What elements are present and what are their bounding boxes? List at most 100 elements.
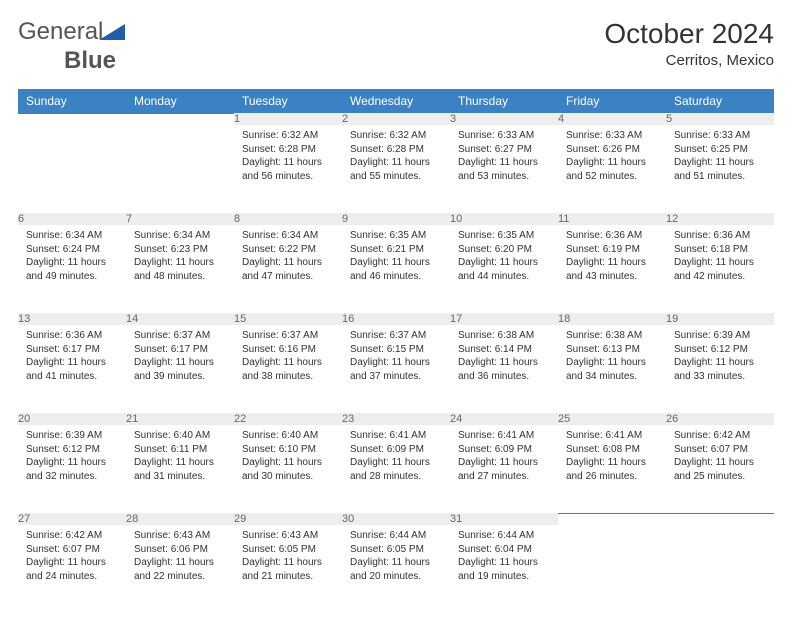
- sunset-line: Sunset: 6:28 PM: [350, 143, 442, 157]
- sunset-line: Sunset: 6:12 PM: [26, 443, 118, 457]
- day-number: 14: [126, 313, 234, 325]
- day-content: Sunrise: 6:36 AMSunset: 6:18 PMDaylight:…: [666, 225, 774, 291]
- sunrise-line: Sunrise: 6:32 AM: [350, 129, 442, 143]
- day-number: 29: [234, 513, 342, 525]
- day-number: 2: [342, 113, 450, 125]
- daylight-line: Daylight: 11 hours and 49 minutes.: [26, 256, 118, 283]
- day-number: 26: [666, 413, 774, 425]
- daylight-line: Daylight: 11 hours and 42 minutes.: [674, 256, 766, 283]
- sunrise-line: Sunrise: 6:41 AM: [566, 429, 658, 443]
- daylight-line: Daylight: 11 hours and 26 minutes.: [566, 456, 658, 483]
- day-number: 28: [126, 513, 234, 525]
- week-row: Sunrise: 6:34 AMSunset: 6:24 PMDaylight:…: [18, 225, 774, 313]
- day-cell: Sunrise: 6:42 AMSunset: 6:07 PMDaylight:…: [18, 525, 126, 613]
- sunrise-line: Sunrise: 6:37 AM: [134, 329, 226, 343]
- empty-day-cell: [558, 525, 666, 613]
- daylight-line: Daylight: 11 hours and 34 minutes.: [566, 356, 658, 383]
- day-content: Sunrise: 6:39 AMSunset: 6:12 PMDaylight:…: [18, 425, 126, 491]
- empty-day-number: [18, 113, 126, 125]
- sunset-line: Sunset: 6:04 PM: [458, 543, 550, 557]
- daylight-line: Daylight: 11 hours and 44 minutes.: [458, 256, 550, 283]
- day-cell: Sunrise: 6:34 AMSunset: 6:22 PMDaylight:…: [234, 225, 342, 313]
- sunset-line: Sunset: 6:20 PM: [458, 243, 550, 257]
- day-number: 25: [558, 413, 666, 425]
- empty-day-number: [558, 513, 666, 525]
- day-cell: Sunrise: 6:39 AMSunset: 6:12 PMDaylight:…: [18, 425, 126, 513]
- sunrise-line: Sunrise: 6:33 AM: [674, 129, 766, 143]
- day-number: 17: [450, 313, 558, 325]
- day-number: 1: [234, 113, 342, 125]
- day-content: Sunrise: 6:35 AMSunset: 6:20 PMDaylight:…: [450, 225, 558, 291]
- sunrise-line: Sunrise: 6:42 AM: [26, 529, 118, 543]
- day-cell: Sunrise: 6:40 AMSunset: 6:10 PMDaylight:…: [234, 425, 342, 513]
- day-content: Sunrise: 6:41 AMSunset: 6:09 PMDaylight:…: [450, 425, 558, 491]
- day-number: 20: [18, 413, 126, 425]
- sunrise-line: Sunrise: 6:35 AM: [350, 229, 442, 243]
- day-content: Sunrise: 6:38 AMSunset: 6:14 PMDaylight:…: [450, 325, 558, 391]
- sunset-line: Sunset: 6:17 PM: [134, 343, 226, 357]
- day-number: 23: [342, 413, 450, 425]
- day-content: Sunrise: 6:44 AMSunset: 6:05 PMDaylight:…: [342, 525, 450, 591]
- sunset-line: Sunset: 6:22 PM: [242, 243, 334, 257]
- logo-word-2: Blue: [64, 47, 116, 74]
- day-content: Sunrise: 6:34 AMSunset: 6:23 PMDaylight:…: [126, 225, 234, 291]
- day-content: Sunrise: 6:35 AMSunset: 6:21 PMDaylight:…: [342, 225, 450, 291]
- sunrise-line: Sunrise: 6:36 AM: [26, 329, 118, 343]
- sunset-line: Sunset: 6:05 PM: [350, 543, 442, 557]
- day-cell: Sunrise: 6:33 AMSunset: 6:26 PMDaylight:…: [558, 125, 666, 213]
- daylight-line: Daylight: 11 hours and 52 minutes.: [566, 156, 658, 183]
- day-cell: Sunrise: 6:41 AMSunset: 6:09 PMDaylight:…: [342, 425, 450, 513]
- sunrise-line: Sunrise: 6:36 AM: [566, 229, 658, 243]
- sunset-line: Sunset: 6:06 PM: [134, 543, 226, 557]
- day-content: Sunrise: 6:32 AMSunset: 6:28 PMDaylight:…: [342, 125, 450, 191]
- sunset-line: Sunset: 6:07 PM: [674, 443, 766, 457]
- empty-day-cell: [666, 525, 774, 613]
- day-content: Sunrise: 6:43 AMSunset: 6:05 PMDaylight:…: [234, 525, 342, 591]
- day-content: Sunrise: 6:44 AMSunset: 6:04 PMDaylight:…: [450, 525, 558, 591]
- day-number: 6: [18, 213, 126, 225]
- logo-word-1: General: [18, 18, 103, 45]
- day-number: 5: [666, 113, 774, 125]
- sunset-line: Sunset: 6:13 PM: [566, 343, 658, 357]
- sunset-line: Sunset: 6:12 PM: [674, 343, 766, 357]
- daylight-line: Daylight: 11 hours and 33 minutes.: [674, 356, 766, 383]
- day-number: 30: [342, 513, 450, 525]
- empty-day-number: [666, 513, 774, 525]
- sunrise-line: Sunrise: 6:34 AM: [242, 229, 334, 243]
- sunrise-line: Sunrise: 6:41 AM: [350, 429, 442, 443]
- daylight-line: Daylight: 11 hours and 31 minutes.: [134, 456, 226, 483]
- dow-header: Saturday: [666, 89, 774, 114]
- header: General Blue October 2024 Cerritos, Mexi…: [18, 18, 774, 75]
- day-cell: Sunrise: 6:41 AMSunset: 6:08 PMDaylight:…: [558, 425, 666, 513]
- day-number: 21: [126, 413, 234, 425]
- daylight-line: Daylight: 11 hours and 30 minutes.: [242, 456, 334, 483]
- day-content: Sunrise: 6:37 AMSunset: 6:17 PMDaylight:…: [126, 325, 234, 391]
- sunrise-line: Sunrise: 6:34 AM: [26, 229, 118, 243]
- sunrise-line: Sunrise: 6:43 AM: [242, 529, 334, 543]
- sunrise-line: Sunrise: 6:40 AM: [242, 429, 334, 443]
- daynum-row: 12345: [18, 113, 774, 125]
- sunrise-line: Sunrise: 6:39 AM: [26, 429, 118, 443]
- title-block: October 2024 Cerritos, Mexico: [604, 18, 774, 69]
- day-content: Sunrise: 6:36 AMSunset: 6:17 PMDaylight:…: [18, 325, 126, 391]
- day-content: Sunrise: 6:37 AMSunset: 6:16 PMDaylight:…: [234, 325, 342, 391]
- daylight-line: Daylight: 11 hours and 39 minutes.: [134, 356, 226, 383]
- day-number: 11: [558, 213, 666, 225]
- sunrise-line: Sunrise: 6:33 AM: [566, 129, 658, 143]
- day-content: Sunrise: 6:39 AMSunset: 6:12 PMDaylight:…: [666, 325, 774, 391]
- day-cell: Sunrise: 6:38 AMSunset: 6:14 PMDaylight:…: [450, 325, 558, 413]
- day-content: Sunrise: 6:42 AMSunset: 6:07 PMDaylight:…: [666, 425, 774, 491]
- sunrise-line: Sunrise: 6:32 AM: [242, 129, 334, 143]
- daylight-line: Daylight: 11 hours and 22 minutes.: [134, 556, 226, 583]
- sunset-line: Sunset: 6:09 PM: [350, 443, 442, 457]
- day-number: 19: [666, 313, 774, 325]
- week-row: Sunrise: 6:42 AMSunset: 6:07 PMDaylight:…: [18, 525, 774, 613]
- sunrise-line: Sunrise: 6:44 AM: [458, 529, 550, 543]
- day-number: 3: [450, 113, 558, 125]
- sunrise-line: Sunrise: 6:36 AM: [674, 229, 766, 243]
- logo-text: General Blue: [18, 18, 125, 75]
- day-content: Sunrise: 6:42 AMSunset: 6:07 PMDaylight:…: [18, 525, 126, 591]
- daylight-line: Daylight: 11 hours and 47 minutes.: [242, 256, 334, 283]
- day-cell: Sunrise: 6:44 AMSunset: 6:04 PMDaylight:…: [450, 525, 558, 613]
- daylight-line: Daylight: 11 hours and 56 minutes.: [242, 156, 334, 183]
